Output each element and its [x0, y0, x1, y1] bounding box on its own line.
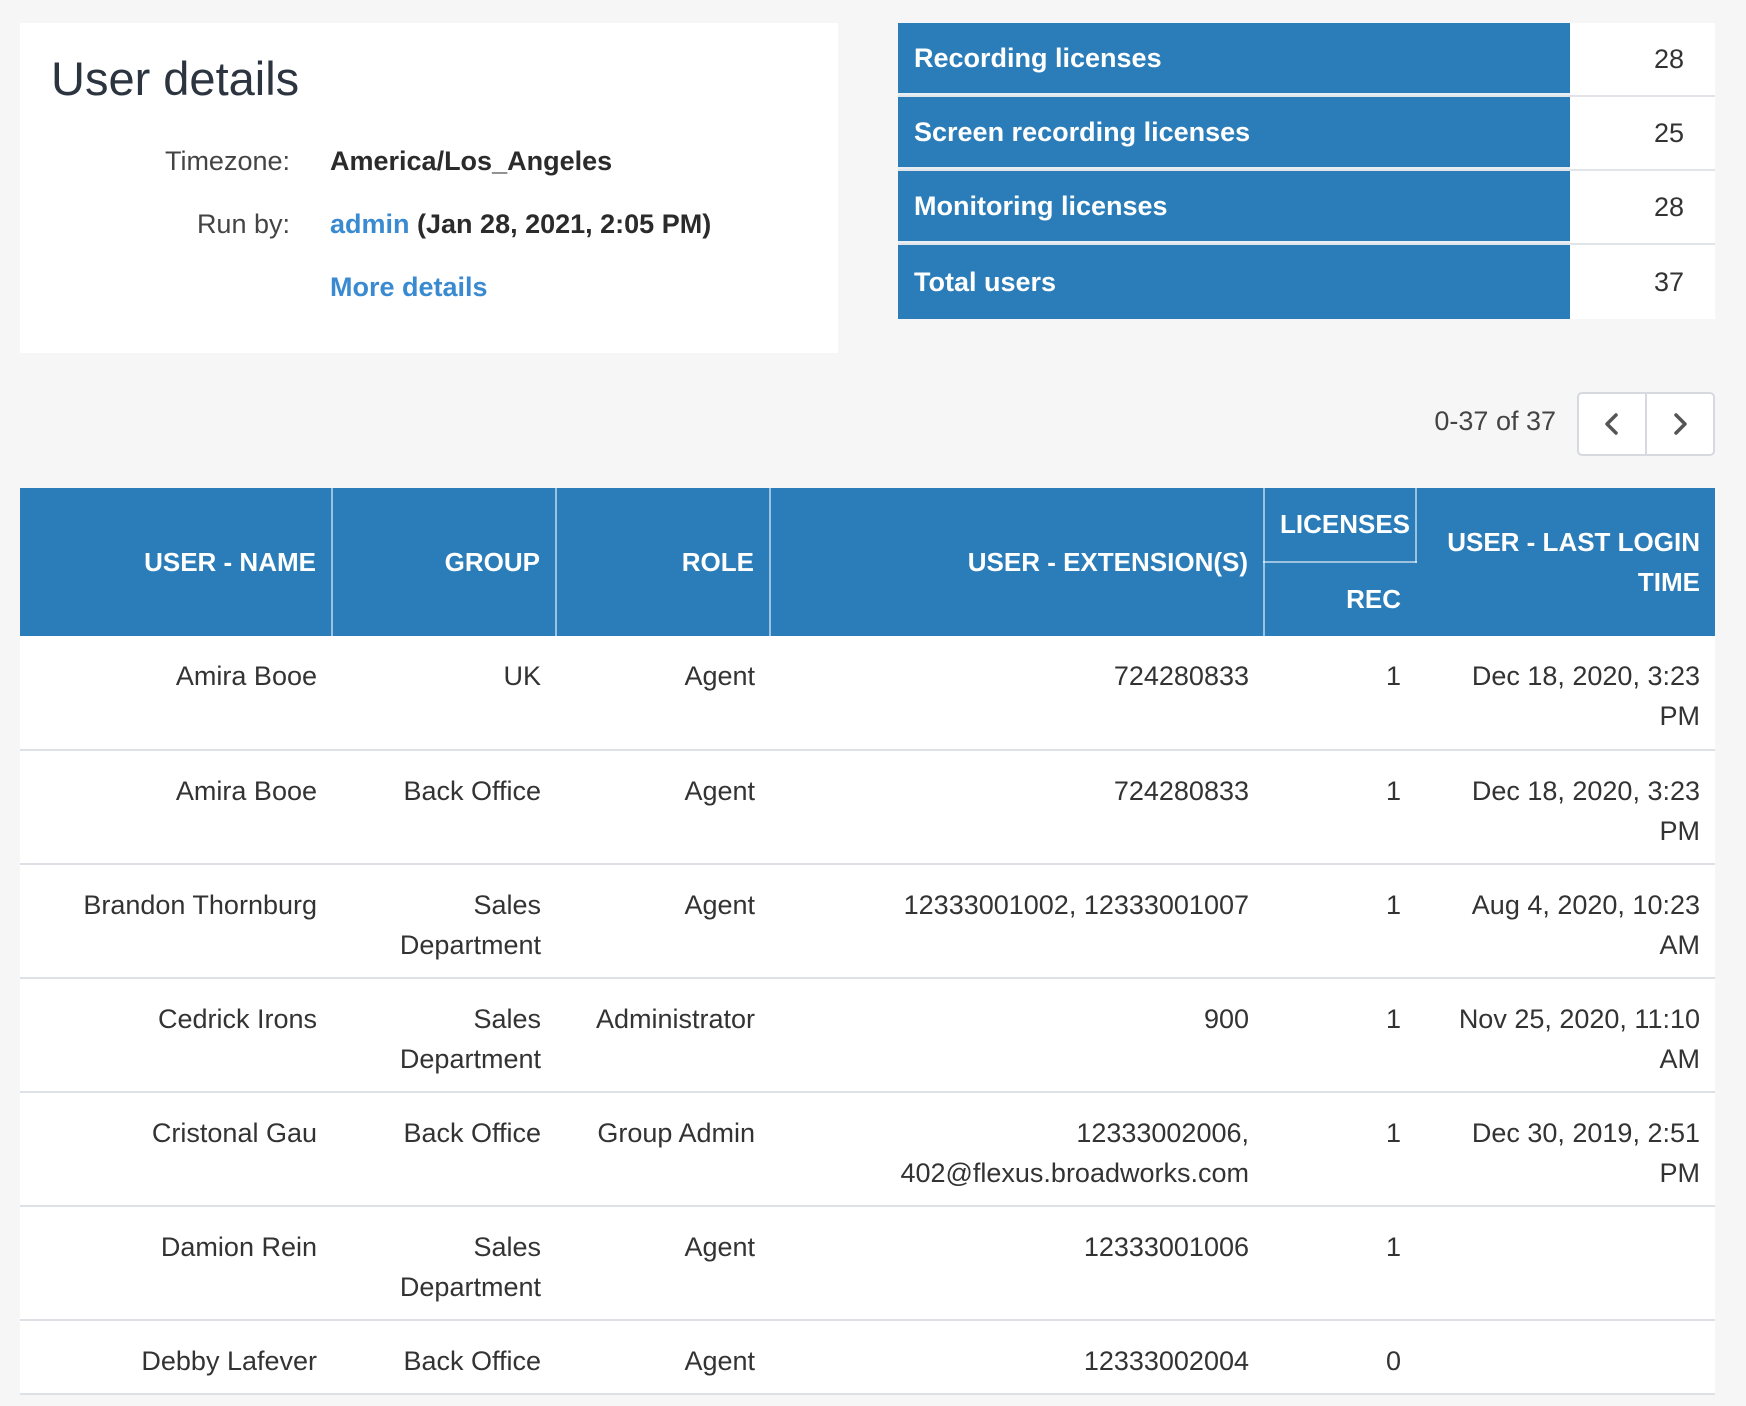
screen-recording-licenses-value: 25: [1570, 97, 1715, 169]
cell-role: Agent: [556, 636, 770, 751]
previous-page-button[interactable]: [1579, 394, 1645, 454]
cell-role: Agent: [556, 1206, 770, 1321]
cell-extension: 900: [770, 978, 1264, 1093]
cell-rec: 1: [1264, 1092, 1416, 1207]
recording-licenses-row: Recording licenses 28: [898, 23, 1715, 97]
cell-extension: 12333002006, 402@flexus.broadworks.com: [770, 1092, 1264, 1207]
pagination-range: 0-37 of 37: [1434, 406, 1556, 436]
more-details-link[interactable]: More details: [330, 272, 488, 302]
table-row: Cristonal Gau Back Office Group Admin 12…: [20, 1092, 1715, 1207]
cell-group: Back Office: [332, 1320, 556, 1395]
table-row: Damion Rein Sales Department Agent 12333…: [20, 1206, 1715, 1321]
table-row: Amira Booe UK Agent 724280833 1 Dec 18, …: [20, 636, 1715, 751]
recording-licenses-label: Recording licenses: [898, 23, 1570, 95]
cell-last-login: Aug 4, 2020, 10:23 AM: [1416, 864, 1715, 979]
cell-rec: 1: [1264, 864, 1416, 979]
total-users-label: Total users: [898, 245, 1570, 319]
screen-recording-licenses-row: Screen recording licenses 25: [898, 97, 1715, 171]
cell-role: Agent: [556, 1320, 770, 1395]
table-row: Cedrick Irons Sales Department Administr…: [20, 978, 1715, 1093]
cell-rec: 1: [1264, 978, 1416, 1093]
timezone-value: America/Los_Angeles: [330, 146, 613, 176]
timezone-label: Timezone:: [164, 146, 290, 176]
cell-role: Group Admin: [556, 1092, 770, 1207]
runby-user-link[interactable]: admin: [330, 209, 410, 239]
chevron-left-icon: [1605, 413, 1618, 435]
screen-recording-licenses-label: Screen recording licenses: [898, 97, 1570, 169]
cell-group: Sales Department: [332, 1206, 556, 1321]
column-group-header-licenses: LICENSES: [1264, 488, 1417, 563]
cell-extension: 12333001002, 12333001007: [770, 864, 1264, 979]
cell-last-login: Nov 25, 2020, 11:10 AM: [1416, 978, 1715, 1093]
cell-user-name: Cedrick Irons: [20, 978, 332, 1093]
cell-user-name: Amira Booe: [20, 750, 332, 865]
pagination-controls: [1577, 392, 1715, 456]
cell-rec: 1: [1264, 750, 1416, 865]
cell-last-login: Dec 18, 2020, 3:23 PM: [1416, 750, 1715, 865]
column-header-rec[interactable]: REC: [1264, 562, 1416, 636]
next-page-button[interactable]: [1645, 394, 1713, 454]
monitoring-licenses-value: 28: [1570, 171, 1715, 243]
cell-user-name: Debby Lafever: [20, 1320, 332, 1395]
column-header-extension[interactable]: USER - EXTENSION(S): [770, 488, 1265, 636]
cell-group: Back Office: [332, 1092, 556, 1207]
cell-role: Agent: [556, 750, 770, 865]
cell-user-name: Damion Rein: [20, 1206, 332, 1321]
cell-rec: 0: [1264, 1320, 1416, 1395]
cell-role: Administrator: [556, 978, 770, 1093]
chevron-right-icon: [1674, 413, 1687, 435]
cell-extension: 724280833: [770, 636, 1264, 751]
column-header-role[interactable]: ROLE: [556, 488, 771, 636]
runby-value: admin (Jan 28, 2021, 2:05 PM): [330, 209, 711, 240]
cell-group: Back Office: [332, 750, 556, 865]
cell-rec: 1: [1264, 1206, 1416, 1321]
column-header-last-login[interactable]: USER - LAST LOGIN TIME: [1416, 488, 1715, 636]
cell-last-login: [1416, 1320, 1715, 1395]
cell-group: Sales Department: [332, 978, 556, 1093]
cell-last-login: Dec 18, 2020, 3:23 PM: [1416, 636, 1715, 751]
more-details-row: More details: [20, 272, 838, 312]
cell-user-name: Brandon Thornburg: [20, 864, 332, 979]
monitoring-licenses-row: Monitoring licenses 28: [898, 171, 1715, 245]
table-row: Debby Lafever Back Office Agent 12333002…: [20, 1320, 1715, 1395]
runby-row: Run by: admin (Jan 28, 2021, 2:05 PM): [20, 209, 838, 249]
licenses-summary-table: Recording licenses 28 Screen recording l…: [898, 23, 1715, 319]
column-header-user-name[interactable]: USER - NAME: [20, 488, 333, 636]
cell-group: Sales Department: [332, 864, 556, 979]
cell-last-login: [1416, 1206, 1715, 1321]
table-row: Amira Booe Back Office Agent 724280833 1…: [20, 750, 1715, 865]
table-row: Brandon Thornburg Sales Department Agent…: [20, 864, 1715, 979]
cell-last-login: Dec 30, 2019, 2:51 PM: [1416, 1092, 1715, 1207]
page-title: User details: [51, 52, 300, 105]
cell-rec: 1: [1264, 636, 1416, 751]
cell-extension: 12333001006: [770, 1206, 1264, 1321]
cell-role: Agent: [556, 864, 770, 979]
total-users-value: 37: [1570, 245, 1715, 319]
cell-user-name: Amira Booe: [20, 636, 332, 751]
total-users-row: Total users 37: [898, 245, 1715, 319]
runby-label: Run by:: [196, 209, 290, 239]
timezone-row: Timezone: America/Los_Angeles: [20, 146, 838, 186]
monitoring-licenses-label: Monitoring licenses: [898, 171, 1570, 243]
recording-licenses-value: 28: [1570, 23, 1715, 95]
user-details-card: User details Timezone: America/Los_Angel…: [20, 23, 838, 353]
cell-extension: 724280833: [770, 750, 1264, 865]
cell-extension: 12333002004: [770, 1320, 1264, 1395]
cell-user-name: Cristonal Gau: [20, 1092, 332, 1207]
column-header-group[interactable]: GROUP: [332, 488, 557, 636]
runby-time: (Jan 28, 2021, 2:05 PM): [417, 209, 712, 239]
cell-group: UK: [332, 636, 556, 751]
users-table: USER - NAME GROUP ROLE USER - EXTENSION(…: [20, 488, 1715, 1395]
